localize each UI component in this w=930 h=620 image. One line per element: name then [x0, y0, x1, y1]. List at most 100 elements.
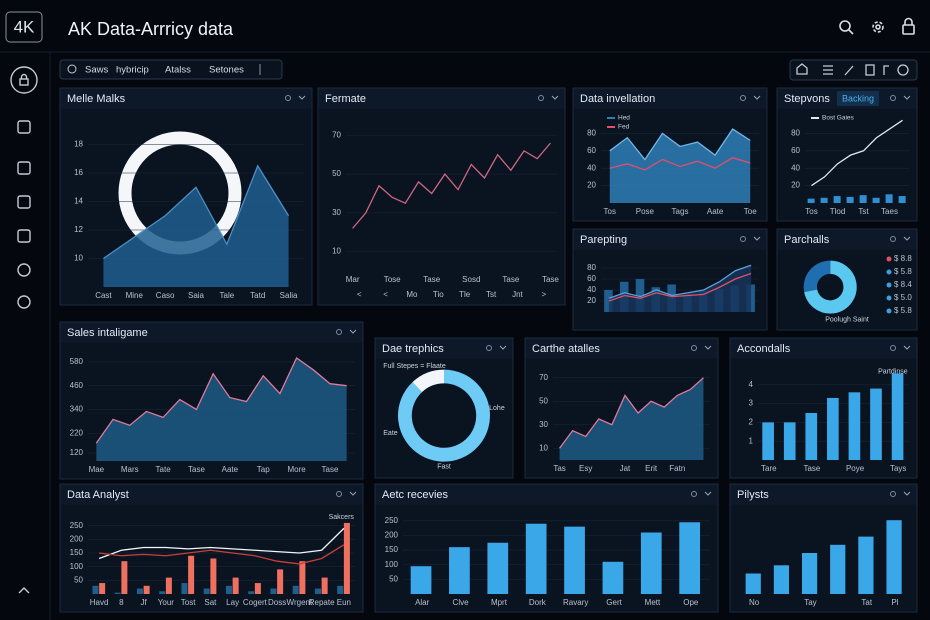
panel-settings-icon[interactable]: [890, 236, 896, 242]
bar: [640, 532, 662, 594]
panel: Stepvons Backing 20 40 60 80 Tos Tlod Tst Taes Bos…: [776, 87, 918, 222]
panel-settings-icon[interactable]: [890, 491, 896, 497]
home-icon[interactable]: [796, 63, 808, 75]
panel-settings-icon[interactable]: [486, 345, 492, 351]
line: [811, 119, 903, 187]
panel-header: [573, 229, 767, 250]
profile-icon[interactable]: [10, 66, 38, 94]
line: [98, 527, 345, 560]
panel-menu-icon[interactable]: [903, 491, 911, 496]
pager-item[interactable]: Tle: [459, 290, 471, 299]
menu-icon[interactable]: [823, 65, 833, 75]
x-tick-label: Fatn: [669, 464, 685, 473]
panel-menu-icon[interactable]: [903, 95, 911, 100]
panel-header: [730, 484, 917, 505]
area: [559, 377, 704, 460]
share-icon[interactable]: [897, 64, 909, 76]
x-tick-label: Mae: [89, 465, 105, 474]
pager-item[interactable]: Mo: [406, 290, 418, 299]
panel: Parchalls Poolugh Saint 8K $ 8.8 $ 5.8 $ 8.4 $…: [776, 228, 918, 331]
panel-settings-icon[interactable]: [740, 236, 746, 242]
panel-settings-icon[interactable]: [285, 95, 291, 101]
panel-settings-icon[interactable]: [890, 95, 896, 101]
search-icon[interactable]: [839, 20, 854, 35]
bar: [872, 197, 880, 203]
panel-frame: [729, 483, 918, 613]
bar: [136, 588, 143, 594]
pager-item[interactable]: Tio: [433, 290, 444, 299]
x-tick-label: Tost: [181, 598, 196, 607]
panel-menu-icon[interactable]: [753, 95, 761, 100]
y-tick-label: 70: [539, 373, 548, 382]
x-tick-label: Salia: [280, 291, 298, 300]
panel-settings-icon[interactable]: [890, 345, 896, 351]
legend-label: $ 5.8: [894, 267, 912, 276]
nav-icon[interactable]: [17, 195, 31, 209]
pager-item[interactable]: >: [541, 290, 546, 299]
x-tick-label: Tase: [423, 275, 440, 284]
panel-menu-icon[interactable]: [298, 95, 306, 100]
y-tick-label: 40: [791, 163, 800, 172]
panel-settings-icon[interactable]: [691, 345, 697, 351]
panel-settings-icon[interactable]: [336, 329, 342, 335]
panel-menu-icon[interactable]: [349, 329, 357, 334]
annotation: Fast: [437, 464, 451, 471]
panel-menu-icon[interactable]: [499, 345, 507, 350]
x-tick-label: Caso: [156, 291, 175, 300]
panel-menu-icon[interactable]: [704, 491, 712, 496]
pager-item[interactable]: <: [383, 290, 388, 299]
nav-icon[interactable]: [17, 295, 31, 309]
panel-title: Accondalls: [737, 343, 791, 355]
x-tick-label: Tate: [156, 465, 172, 474]
pager-item[interactable]: <: [357, 290, 362, 299]
x-tick-label: Tase: [188, 465, 205, 474]
panel-settings-icon[interactable]: [740, 95, 746, 101]
y-tick-label: 340: [70, 405, 84, 414]
y-tick-label: 10: [539, 443, 548, 452]
collapse-icon[interactable]: [18, 587, 30, 594]
bar: [487, 542, 509, 594]
panel-menu-icon[interactable]: [349, 491, 357, 496]
edit-icon[interactable]: [844, 65, 854, 76]
bar: [270, 588, 277, 594]
filter-icon[interactable]: [883, 65, 889, 75]
nav-icon[interactable]: [17, 161, 31, 175]
toolbar-search[interactable]: [67, 64, 77, 74]
y-tick-label: 120: [70, 448, 84, 457]
bar: [820, 197, 828, 203]
bar: [885, 194, 893, 203]
panel-menu-icon[interactable]: [551, 95, 559, 100]
panel: Accondalls Partdinse 1 2 3 4 Tare Tase Poye Tays: [729, 337, 918, 479]
donut-segment: [803, 260, 831, 293]
y-tick-label: 460: [70, 381, 84, 390]
panel-tab[interactable]: [837, 91, 879, 106]
toolbar: [59, 59, 283, 80]
bar: [165, 577, 172, 594]
panel-menu-icon[interactable]: [753, 236, 761, 241]
lock-icon[interactable]: [902, 17, 915, 35]
panel-menu-icon[interactable]: [903, 236, 911, 241]
y-tick-label: 16: [74, 168, 83, 177]
nav-icon[interactable]: [17, 229, 31, 243]
pager-item[interactable]: Jnt: [512, 290, 523, 299]
y-tick-label: 80: [791, 129, 800, 138]
panel-settings-icon[interactable]: [691, 491, 697, 497]
x-tick-label: Wrgent: [287, 598, 313, 607]
panel-menu-icon[interactable]: [903, 345, 911, 350]
nav-icon[interactable]: [17, 263, 31, 277]
doc-icon[interactable]: [865, 64, 875, 76]
panel-menu-icon[interactable]: [704, 345, 712, 350]
toolbar-item[interactable]: Atalss: [165, 65, 191, 76]
toolbar-item[interactable]: Setones: [209, 65, 244, 76]
toolbar-item[interactable]: Saws: [85, 65, 108, 76]
y-tick-label: 3: [749, 399, 754, 408]
settings-icon[interactable]: [872, 21, 884, 33]
x-tick-label: Clve: [453, 598, 470, 607]
panel-tab-label: Backing: [842, 93, 874, 103]
panel-settings-icon[interactable]: [336, 491, 342, 497]
toolbar-item[interactable]: hybricip: [116, 65, 149, 76]
pager-item[interactable]: Tst: [486, 290, 497, 299]
panel-settings-icon[interactable]: [538, 95, 544, 101]
y-tick-label: 40: [587, 285, 596, 294]
nav-icon[interactable]: [17, 120, 31, 134]
